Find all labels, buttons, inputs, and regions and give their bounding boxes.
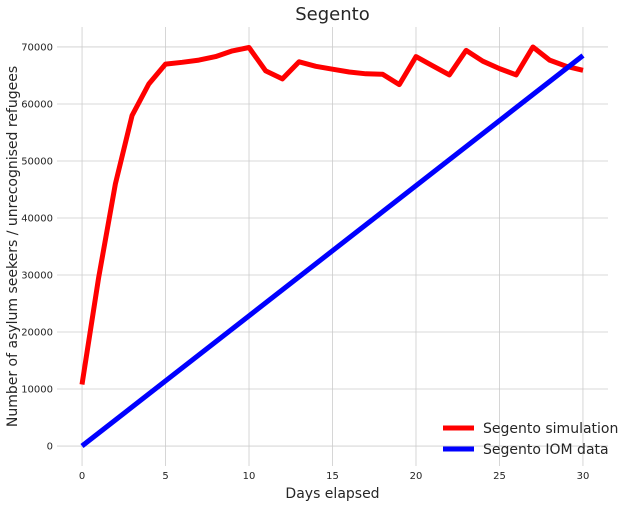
- x-tick-label: 20: [410, 471, 423, 482]
- x-tick-label: 25: [493, 471, 506, 482]
- series-line-1: [79, 44, 584, 385]
- x-tick-label: 5: [162, 471, 168, 482]
- series-line-2: [80, 53, 585, 448]
- y-tick-label: 40000: [21, 213, 53, 224]
- y-tick-label: 70000: [21, 42, 53, 53]
- y-tick-label: 10000: [21, 385, 53, 396]
- grid: [57, 27, 608, 466]
- x-tick-label: 0: [79, 471, 85, 482]
- tick-labels: 0 5 10 15 20 25 30 0 10000 20000 30000 40000 50000 60…: [21, 42, 589, 482]
- y-tick-label: 50000: [21, 156, 53, 167]
- chart-title: Segento: [295, 4, 369, 25]
- y-axis-title: Number of asylum seekers / unrecognised …: [5, 66, 21, 427]
- y-tick-label: 60000: [21, 99, 53, 110]
- y-tick-label: 20000: [21, 328, 53, 339]
- x-tick-label: 15: [326, 471, 339, 482]
- x-tick-label: 10: [243, 471, 256, 482]
- x-tick-label: 30: [577, 471, 590, 482]
- legend-label-2: Segento IOM data: [483, 442, 609, 458]
- y-tick-label: 30000: [21, 271, 53, 282]
- legend: Segento simulation Segento IOM data: [443, 421, 618, 458]
- x-axis-title: Days elapsed: [285, 486, 379, 502]
- legend-label-1: Segento simulation: [483, 421, 618, 437]
- y-tick-label: 0: [47, 442, 53, 453]
- series-layer: [79, 44, 585, 448]
